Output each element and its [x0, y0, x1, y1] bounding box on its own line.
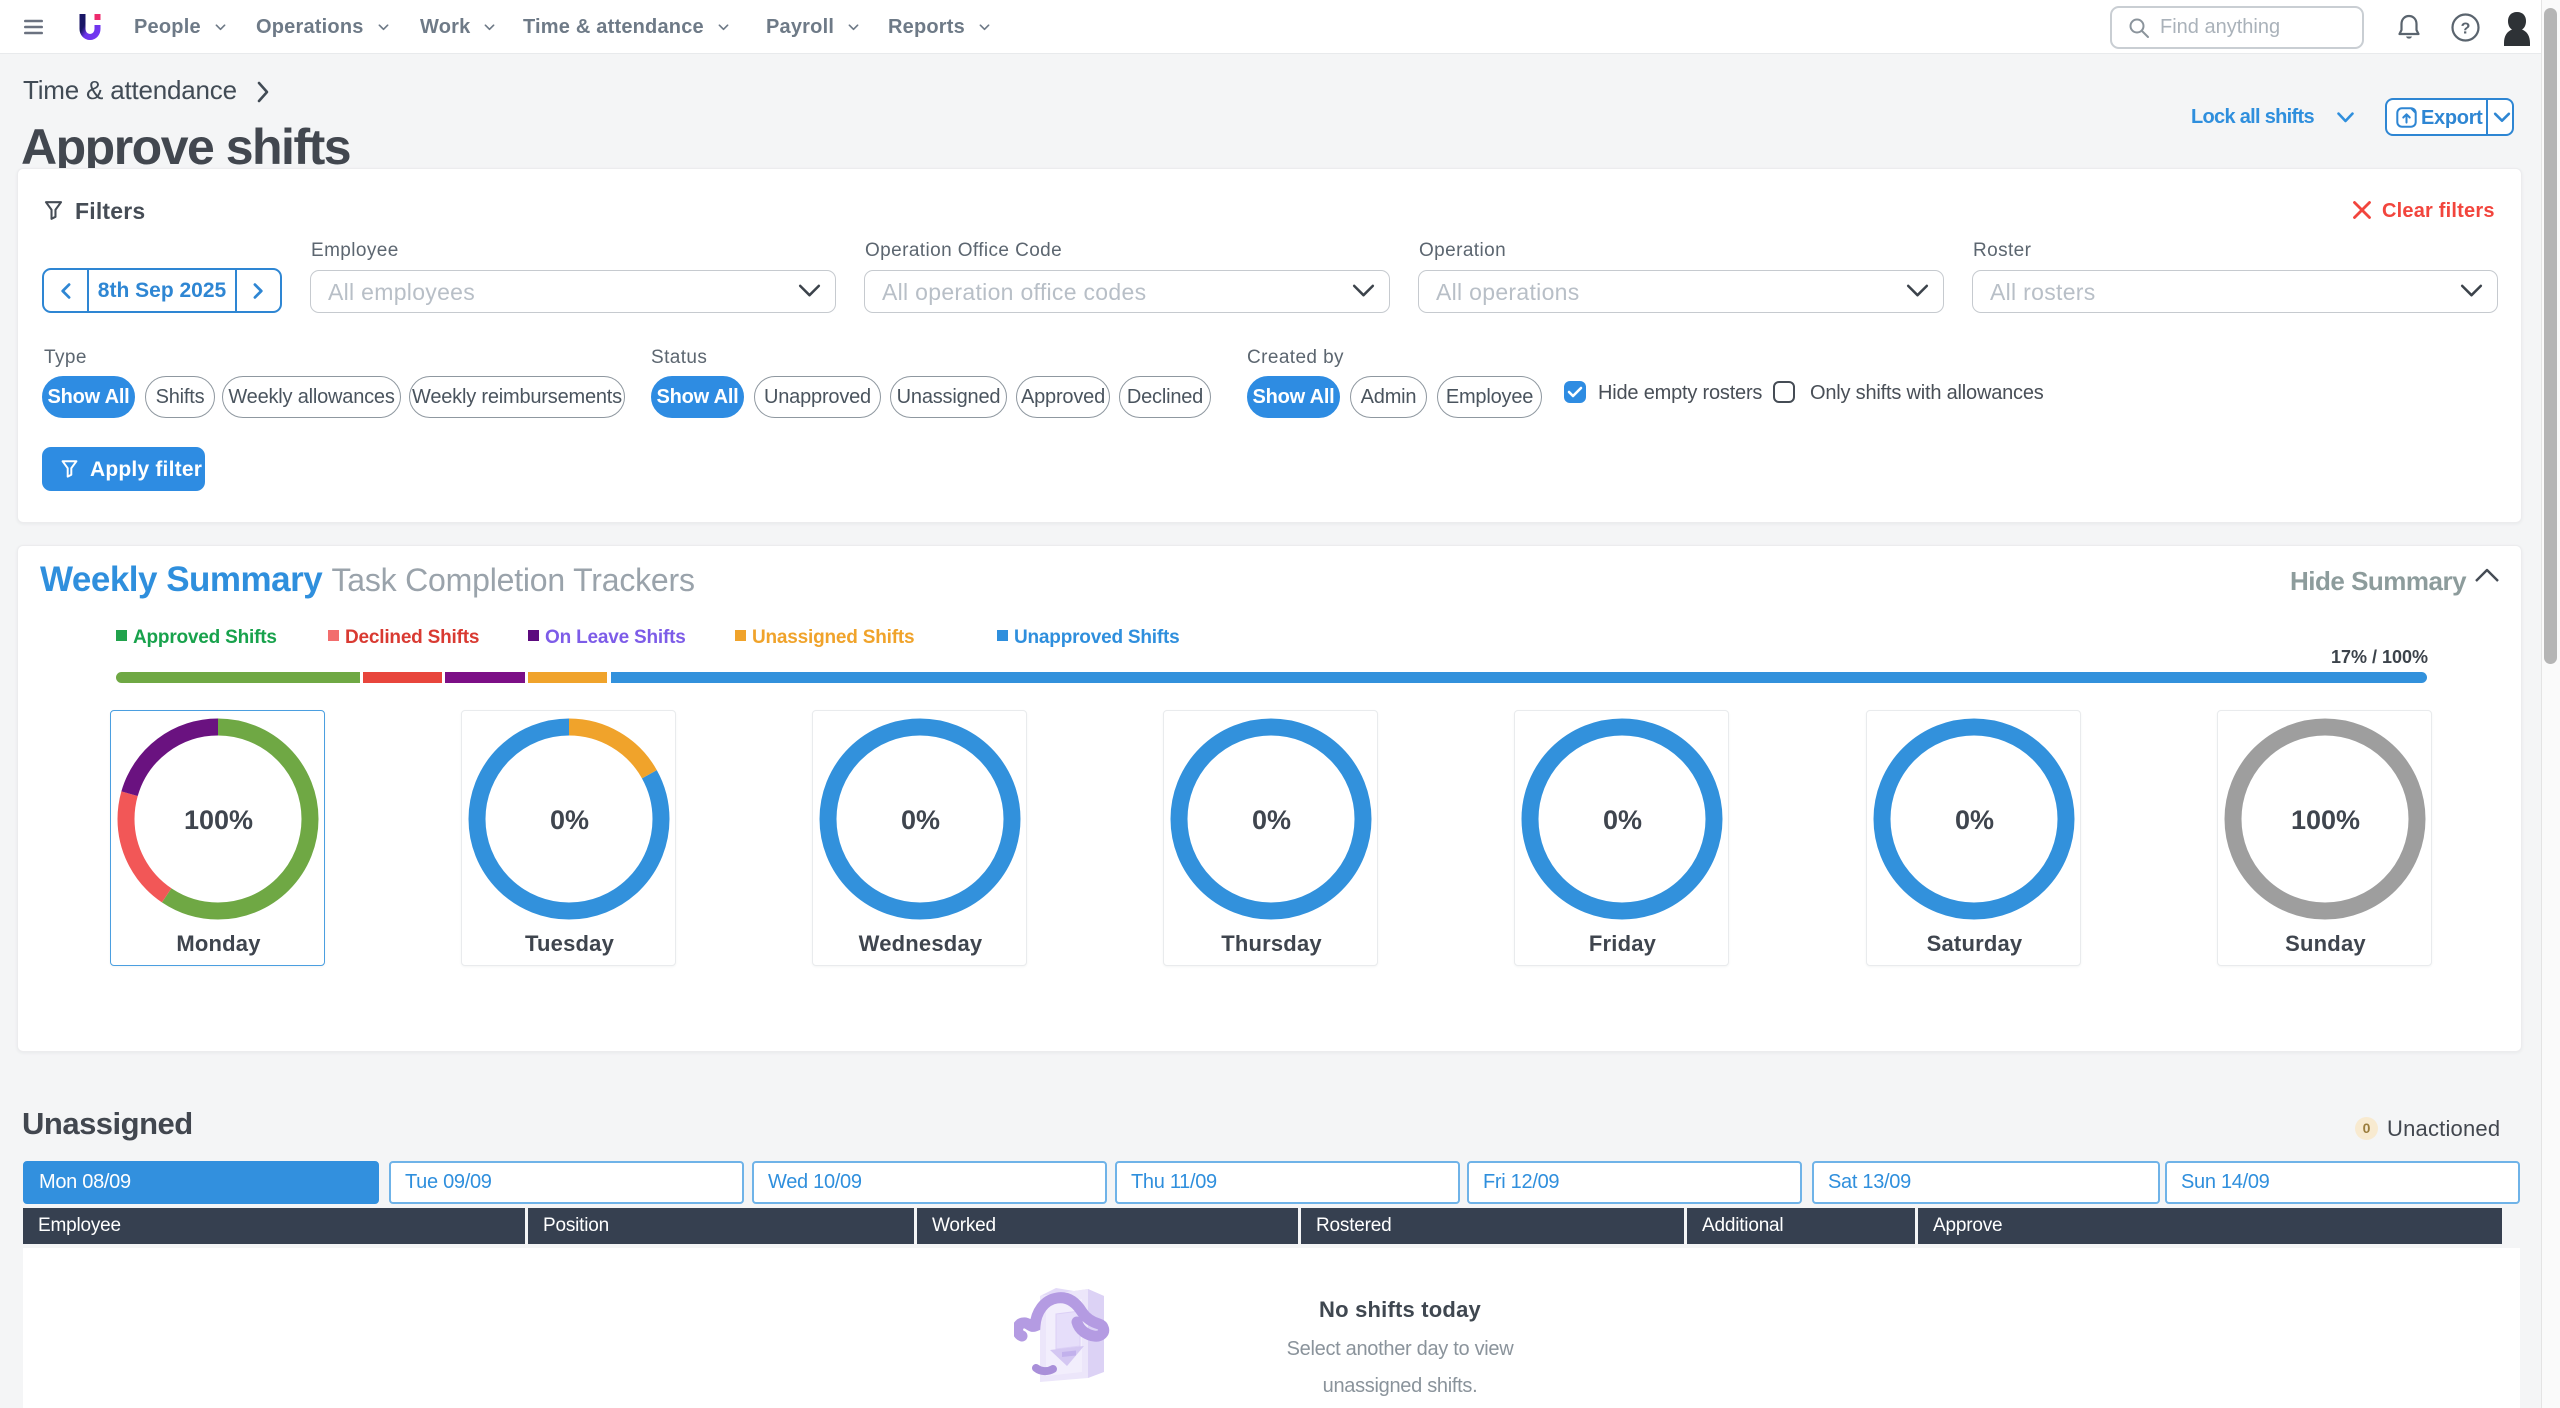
svg-text:?: ?	[2461, 21, 2471, 38]
